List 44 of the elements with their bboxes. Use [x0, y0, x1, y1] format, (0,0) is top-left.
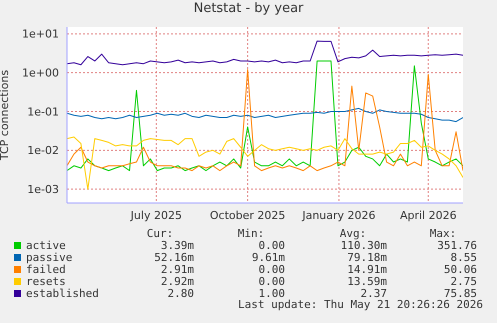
- y-tick-label: 1e-01: [27, 105, 59, 118]
- text: 1.00: [258, 287, 285, 300]
- text: 14.91m: [347, 263, 387, 276]
- legend-label: resets: [26, 275, 66, 288]
- text: 79.18m: [347, 251, 387, 264]
- text: Max:: [428, 227, 458, 240]
- x-tick-label: January 2026: [301, 208, 376, 222]
- text: 13.59m: [347, 275, 387, 288]
- text: 52.16m: [154, 251, 194, 264]
- legend-label: failed: [26, 263, 66, 276]
- text: 8.55: [450, 251, 477, 264]
- chart-title: Netstat - by year: [192, 1, 304, 16]
- text: Cur:: [146, 227, 174, 240]
- legend-label: established: [26, 287, 99, 300]
- x-tick-label: July 2025: [130, 208, 182, 222]
- text: Min:: [236, 227, 266, 240]
- text: 9.61m: [252, 251, 285, 264]
- text: 2.91m: [160, 263, 194, 276]
- x-tick-label: October 2025: [210, 208, 286, 222]
- text: 2.37: [360, 287, 387, 300]
- line-series: [67, 108, 463, 122]
- legend-label: active: [26, 239, 66, 252]
- text: 0.00: [258, 239, 285, 252]
- y-tick-label: 1e+01: [22, 28, 59, 41]
- text: 110.30m: [340, 239, 387, 252]
- line-series: [67, 136, 463, 190]
- y-tick-label: 1e-02: [27, 144, 59, 158]
- text: 2.80: [168, 287, 194, 300]
- text: 2.92m: [160, 275, 194, 288]
- text: 50.06: [444, 263, 477, 276]
- line-series: [67, 40, 463, 66]
- y-axis-title: TCP connections: [0, 70, 11, 162]
- y-tick-label: 1e-03: [27, 183, 59, 196]
- text: Avg:: [338, 227, 368, 240]
- x-tick-label: April 2026: [400, 208, 457, 222]
- text: 75.85: [444, 287, 477, 300]
- text: 2.75: [450, 275, 477, 288]
- text: 0.00: [258, 263, 285, 276]
- text: Last update: Thu May 21 20:26:26 2026: [238, 298, 483, 311]
- text: 0.00: [258, 275, 285, 288]
- y-tick-label: 1e+00: [22, 66, 59, 80]
- text: 3.39m: [160, 239, 194, 252]
- legend-label: passive: [26, 251, 72, 264]
- text: 351.76: [437, 239, 477, 252]
